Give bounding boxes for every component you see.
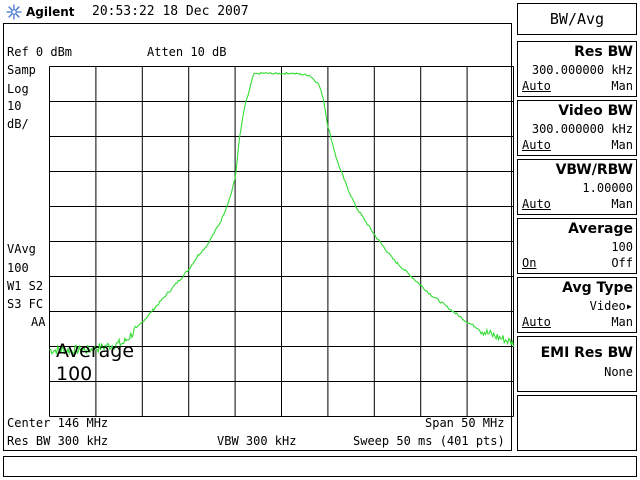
scale-value: 10	[7, 99, 22, 113]
softkey-label: VBW/RBW	[555, 162, 633, 178]
avg-type-softkey[interactable]: Avg Type Video▸ Auto Man	[517, 277, 637, 333]
softkey-auto: Auto	[522, 79, 551, 93]
softkey-off: Off	[611, 256, 633, 270]
softkey-label: EMI Res BW	[540, 345, 633, 361]
softkey-label: Avg Type	[562, 280, 633, 296]
spectrum-trace	[49, 71, 514, 356]
softkey-value: Video▸	[589, 299, 633, 313]
softkey-man: Man	[611, 79, 633, 93]
softkey-value: None	[604, 365, 633, 379]
res-bw-readout: Res BW 300 kHz	[7, 434, 109, 448]
detector-mode: Samp	[7, 63, 36, 77]
softkey-man: Man	[611, 315, 633, 329]
vbw-rbw-softkey[interactable]: VBW/RBW 1.00000 Auto Man	[517, 159, 637, 215]
softkey-value: 300.000000 kHz	[531, 63, 633, 77]
span: Span 50 MHz	[425, 416, 505, 430]
blank-softkey[interactable]	[517, 395, 637, 451]
softkey-auto: Auto	[522, 138, 551, 152]
timestamp: 20:53:22 18 Dec 2007	[92, 4, 249, 19]
softkey-label: Average	[568, 221, 633, 237]
vavg-count: 100	[7, 261, 29, 275]
scale-type: Log	[7, 82, 29, 96]
grid-lines	[49, 66, 514, 417]
brand: Agilent	[6, 2, 75, 22]
brand-name: Agilent	[26, 5, 75, 19]
softkey-label: Video BW	[558, 103, 633, 119]
emi-res-bw-softkey[interactable]: EMI Res BW None	[517, 336, 637, 392]
center-frequency: Center 146 MHz	[7, 416, 109, 430]
trace-status-3: AA	[31, 315, 46, 329]
softkey-menu: BW/Avg Res BW 300.000000 kHz Auto Man Vi…	[517, 3, 637, 452]
res-bw-softkey[interactable]: Res BW 300.000000 kHz Auto Man	[517, 41, 637, 97]
vbw-readout: VBW 300 kHz	[217, 434, 297, 448]
average-overlay-label: Average	[56, 340, 135, 362]
average-overlay-count: 100	[56, 363, 93, 385]
menu-title: BW/Avg	[517, 3, 637, 35]
softkey-auto: Auto	[522, 315, 551, 329]
trace-status-2: S3 FC	[7, 297, 44, 311]
video-bw-softkey[interactable]: Video BW 300.000000 kHz Auto Man	[517, 100, 637, 156]
vavg-label: VAvg	[7, 242, 36, 256]
ref-level: Ref 0 dBm	[7, 45, 73, 59]
status-bar	[3, 456, 637, 477]
softkey-label: Res BW	[574, 44, 633, 60]
trace-status-1: W1 S2	[7, 279, 44, 293]
softkey-man: Man	[611, 138, 633, 152]
softkey-value: 300.000000 kHz	[531, 122, 633, 136]
softkey-man: Man	[611, 197, 633, 211]
softkey-auto: Auto	[522, 197, 551, 211]
graticule	[49, 66, 514, 417]
average-softkey[interactable]: Average 100 On Off	[517, 218, 637, 274]
softkey-value: 100	[611, 240, 633, 254]
scale-unit: dB/	[7, 117, 29, 131]
agilent-logo-icon	[6, 4, 22, 20]
softkey-value: 1.00000	[582, 181, 633, 195]
attenuation: Atten 10 dB	[147, 45, 227, 59]
sweep-readout: Sweep 50 ms (401 pts)	[353, 434, 505, 448]
softkey-on: On	[522, 256, 537, 270]
trace-display	[3, 23, 512, 451]
